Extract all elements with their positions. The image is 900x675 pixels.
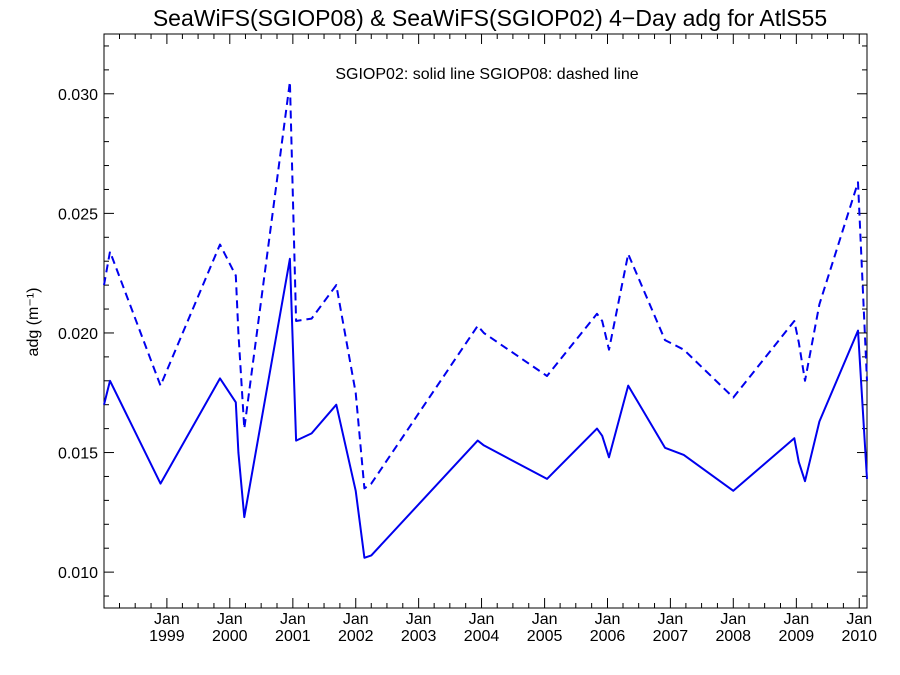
x-tick-month-label: Jan bbox=[846, 611, 872, 628]
series-layer bbox=[103, 80, 868, 559]
x-tick-month-label: Jan bbox=[783, 611, 809, 628]
y-tick-label: 0.025 bbox=[58, 206, 98, 223]
x-tick-year-label: 2009 bbox=[779, 628, 815, 645]
y-axis-label: adg (m⁻¹) bbox=[25, 288, 42, 357]
plot-frame bbox=[103, 33, 868, 609]
x-tick-month-label: Jan bbox=[595, 611, 621, 628]
series-line-sgiop08 bbox=[103, 80, 868, 490]
x-tick-year-label: 2001 bbox=[275, 628, 311, 645]
x-tick-year-label: 2010 bbox=[841, 628, 877, 645]
x-tick-month-label: Jan bbox=[343, 611, 369, 628]
axis-ticks: 0.0100.0150.0200.0250.030Jan1999Jan2000J… bbox=[58, 34, 877, 645]
x-tick-month-label: Jan bbox=[720, 611, 746, 628]
x-tick-month-label: Jan bbox=[217, 611, 243, 628]
x-tick-year-label: 2003 bbox=[401, 628, 437, 645]
line-style-annotation: SGIOP02: solid line SGIOP08: dashed line bbox=[335, 66, 638, 83]
x-tick-year-label: 2008 bbox=[715, 628, 751, 645]
chart-title: SeaWiFS(SGIOP08) & SeaWiFS(SGIOP02) 4−Da… bbox=[153, 5, 827, 31]
x-tick-month-label: Jan bbox=[280, 611, 306, 628]
x-tick-year-label: 2002 bbox=[338, 628, 374, 645]
x-tick-year-label: 2004 bbox=[464, 628, 500, 645]
x-tick-year-label: 2005 bbox=[527, 628, 563, 645]
x-tick-month-label: Jan bbox=[469, 611, 495, 628]
x-tick-month-label: Jan bbox=[532, 611, 558, 628]
x-tick-year-label: 2000 bbox=[212, 628, 248, 645]
x-tick-year-label: 1999 bbox=[149, 628, 185, 645]
x-tick-month-label: Jan bbox=[657, 611, 683, 628]
x-tick-month-label: Jan bbox=[406, 611, 432, 628]
y-tick-label: 0.015 bbox=[58, 446, 98, 463]
y-tick-label: 0.030 bbox=[58, 87, 98, 104]
y-tick-label: 0.010 bbox=[58, 565, 98, 582]
x-tick-month-label: Jan bbox=[154, 611, 180, 628]
series-line-sgiop02 bbox=[103, 257, 868, 559]
x-tick-year-label: 2006 bbox=[590, 628, 626, 645]
x-tick-year-label: 2007 bbox=[653, 628, 689, 645]
y-tick-label: 0.020 bbox=[58, 326, 98, 343]
